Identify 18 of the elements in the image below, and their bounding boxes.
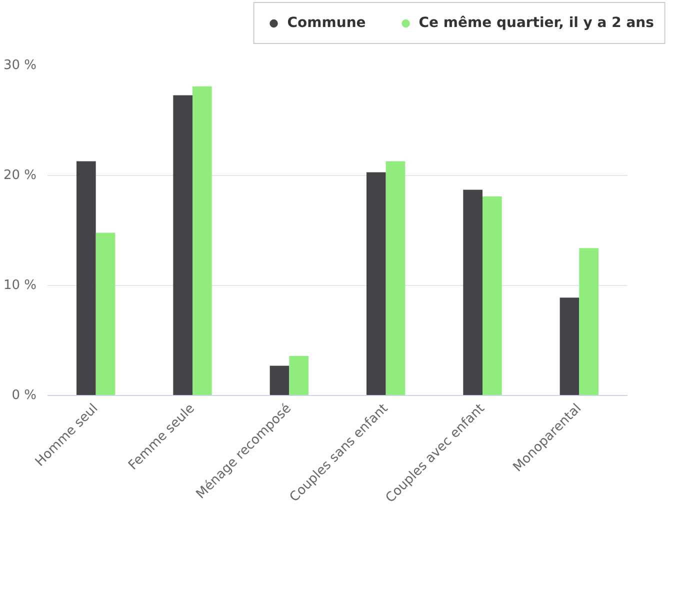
bar — [289, 356, 308, 396]
legend-label: Ce même quartier, il y a 2 ans — [418, 15, 654, 31]
y-tick-label: 30 % — [3, 58, 37, 73]
bar — [366, 172, 386, 396]
bar — [579, 248, 598, 396]
y-tick-label: 20 % — [3, 168, 37, 183]
legend-label: Commune — [287, 15, 366, 31]
bar — [173, 95, 192, 396]
bar — [192, 86, 212, 396]
bar — [270, 366, 290, 396]
bar — [463, 190, 482, 396]
bar — [560, 298, 580, 396]
bar — [96, 232, 116, 396]
y-tick-label: 10 % — [3, 278, 37, 293]
bar — [76, 161, 96, 396]
bar — [386, 161, 406, 396]
bar — [482, 196, 502, 396]
y-tick-label: 0 % — [12, 388, 37, 403]
